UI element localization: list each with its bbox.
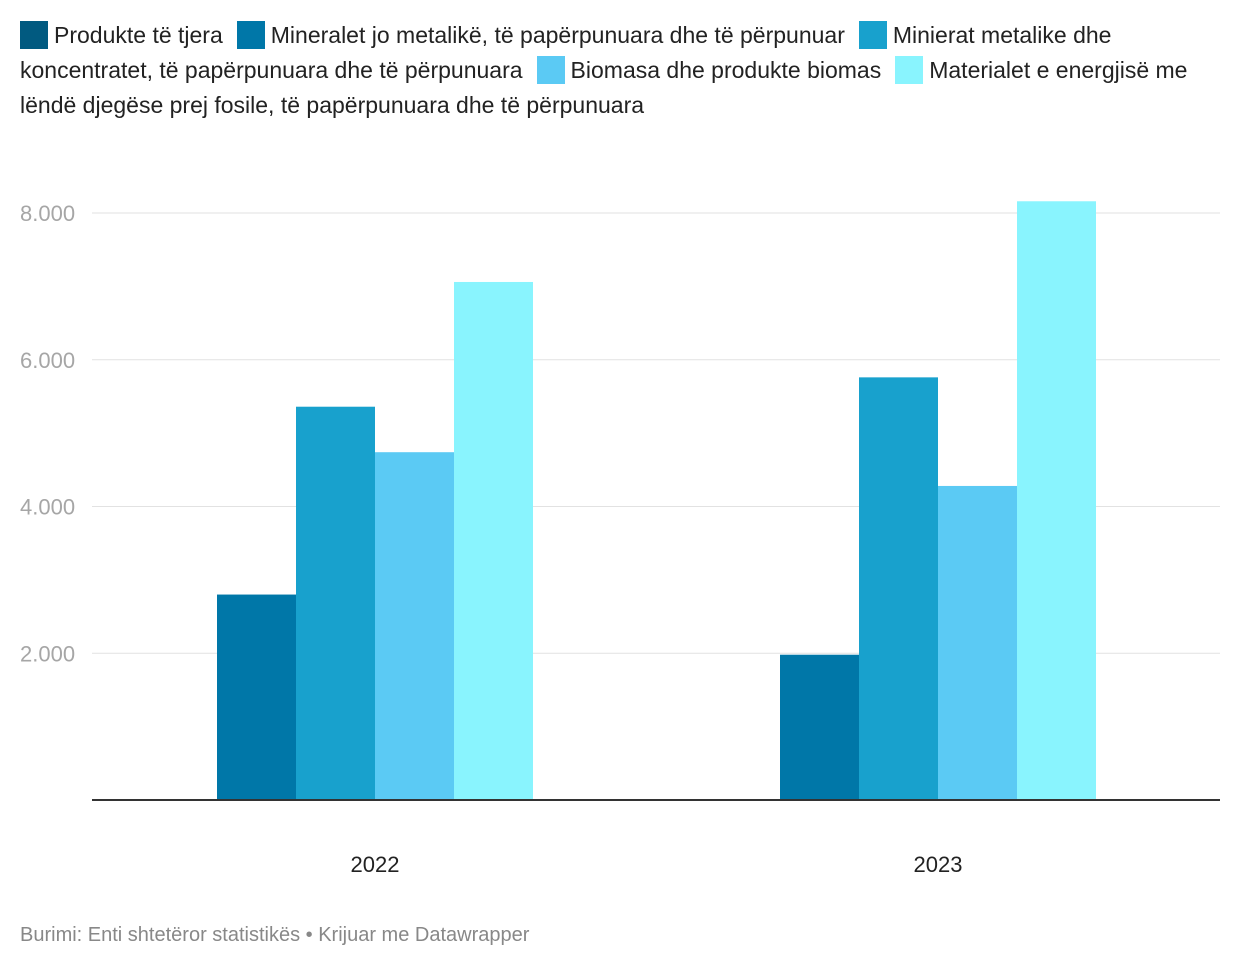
- legend-item: Produkte të tjera: [20, 21, 223, 49]
- bar: [938, 485, 1017, 800]
- legend-swatch: [536, 56, 565, 84]
- legend-item: Mineralet jo metalikë, të papërpunuara d…: [236, 21, 845, 49]
- bar: [375, 452, 454, 800]
- legend-label: Materialet e energjisë me lëndë djegëse …: [20, 57, 1188, 118]
- bar: [296, 406, 375, 800]
- legend-label: Minierat metalike dhe koncentratet, të p…: [20, 22, 1112, 83]
- bar: [217, 594, 296, 800]
- legend-label: Produkte të tjera: [54, 22, 223, 48]
- bar: [454, 281, 533, 800]
- chart-legend: Produkte të tjera Mineralet jo metalikë, …: [20, 18, 1220, 123]
- y-tick-label: 6.000: [20, 348, 75, 373]
- legend-item: Materialet e energjisë me lëndë djegëse …: [20, 56, 1188, 118]
- legend-swatch: [895, 56, 924, 84]
- legend-item: Biomasa dhe produkte biomas: [536, 56, 882, 84]
- legend-item: Minierat metalike dhe koncentratet, të p…: [20, 21, 1112, 83]
- legend-label: Biomasa dhe produkte biomas: [570, 57, 882, 83]
- y-tick-label: 8.000: [20, 201, 75, 226]
- bar: [780, 654, 859, 800]
- legend-swatch: [236, 21, 265, 49]
- y-tick-label: 4.000: [20, 495, 75, 520]
- source-note: Burimi: Enti shtetëror statistikës • Kri…: [20, 924, 530, 946]
- legend-swatch: [858, 21, 887, 49]
- legend-label: Mineralet jo metalikë, të papërpunuara d…: [270, 22, 845, 48]
- bar: [1017, 201, 1096, 800]
- y-tick-label: 2.000: [20, 641, 75, 666]
- x-category-label: 2022: [351, 852, 400, 877]
- bar: [859, 377, 938, 800]
- x-category-label: 2023: [914, 852, 963, 877]
- legend-swatch: [20, 21, 48, 49]
